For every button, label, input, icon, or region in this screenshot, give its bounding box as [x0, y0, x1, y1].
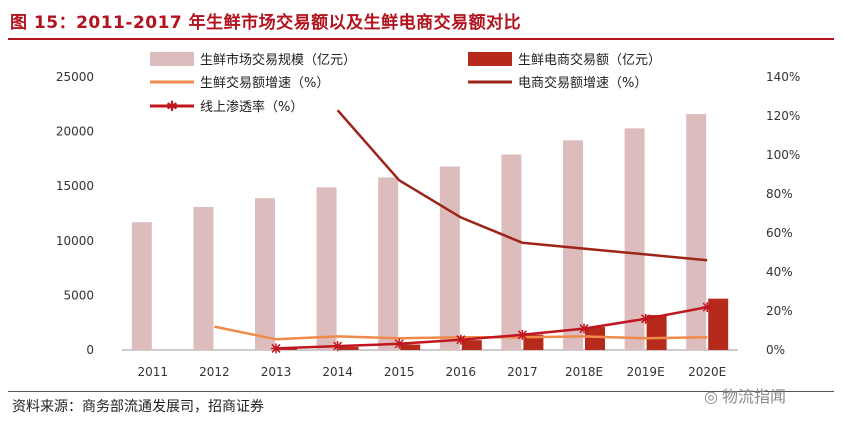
y-right-tick-label: 100%	[766, 148, 800, 162]
x-tick-label: 2018E	[565, 365, 603, 379]
chart-title: 图 15：2011-2017 年生鲜市场交易额以及生鲜电商交易额对比	[10, 13, 522, 33]
bars	[131, 114, 729, 351]
penetration-marker	[271, 343, 281, 354]
chat-bubble-icon: ◎	[704, 387, 718, 406]
legend-swatch-market-size	[150, 52, 194, 66]
legend: 生鲜市场交易规模（亿元） 生鲜电商交易额（亿元） 生鲜交易额增速（%） 电商交易额增速…	[150, 52, 661, 115]
bar-ecommerce-volume	[708, 298, 729, 350]
x-tick-label: 2015	[384, 365, 415, 379]
marker-stroke	[456, 335, 466, 345]
x-tick-label: 2012	[199, 365, 230, 379]
watermark: ◎ 物流指闻	[704, 383, 786, 407]
bar-ecommerce-volume	[277, 348, 297, 350]
penetration-marker	[579, 323, 589, 334]
bar-market-size	[439, 166, 460, 350]
y-right-tick-label: 80%	[766, 187, 793, 201]
y-right-tick-label: 40%	[766, 265, 793, 279]
bar-market-size	[316, 187, 337, 350]
y-left-tick-label: 5000	[63, 288, 94, 302]
penetration-marker	[394, 338, 405, 349]
marker-stroke	[641, 314, 651, 324]
penetration-marker	[702, 302, 713, 313]
legend-label-online-penetration: 线上渗透率（%）	[200, 99, 303, 115]
penetration-marker	[640, 313, 651, 324]
bar-ecommerce-volume	[400, 344, 421, 350]
bar-market-size	[131, 222, 152, 350]
bar-ecommerce-volume	[461, 340, 482, 350]
legend-star-icon: ✱	[166, 99, 178, 115]
legend-swatch-ecommerce-volume	[468, 52, 512, 66]
marker-stroke	[333, 341, 343, 351]
bar-market-size	[501, 154, 522, 350]
y-left-tick-label: 0	[86, 343, 94, 357]
x-tick-label: 2017	[507, 365, 538, 379]
y-right-tick-label: 0%	[766, 343, 785, 357]
watermark-text: 物流指闻	[721, 387, 786, 406]
legend-label-market-size: 生鲜市场交易规模（亿元）	[200, 52, 356, 68]
penetration-marker	[455, 334, 466, 345]
x-tick-label: 2013	[261, 365, 292, 379]
marker-stroke	[271, 343, 281, 353]
bar-ecommerce-volume	[585, 327, 605, 350]
y-left-tick-label: 25000	[56, 70, 94, 84]
bar-market-size	[563, 140, 583, 350]
bar-ecommerce-volume	[523, 334, 544, 350]
y-left-tick-label: 15000	[56, 179, 94, 193]
bar-ecommerce-volume	[646, 315, 667, 350]
lines	[214, 109, 713, 354]
legend-label-market-growth: 生鲜交易额增速（%）	[200, 75, 329, 91]
y-right-tick-label: 120%	[766, 109, 800, 123]
axes: 0 5000 10000 15000 20000 25000 0% 20% 40% 60% 80% 1…	[56, 70, 801, 379]
x-tick-label: 2019E	[627, 365, 665, 379]
line-ecommerce-growth	[336, 109, 708, 262]
bar-market-size	[686, 114, 707, 351]
y-right-tick-label: 60%	[766, 226, 793, 240]
line-online-penetration	[275, 305, 708, 350]
x-tick-label: 2011	[138, 365, 169, 379]
bar-ecommerce-volume	[338, 346, 359, 350]
marker-stroke	[579, 324, 589, 334]
x-tick-label: 2016	[446, 365, 477, 379]
bar-market-size	[255, 198, 275, 350]
y-right-tick-label: 140%	[766, 70, 800, 84]
source-note: 资料来源：商务部流通发展司，招商证券	[12, 399, 264, 415]
y-left-tick-label: 10000	[56, 234, 94, 248]
bar-market-size	[624, 128, 645, 350]
penetration-marker	[517, 329, 528, 340]
bar-market-size	[193, 206, 214, 350]
x-tick-label: 2014	[322, 365, 353, 379]
legend-label-ecommerce-growth: 电商交易额增速（%）	[518, 75, 647, 91]
legend-label-ecommerce-volume: 生鲜电商交易额（亿元）	[518, 52, 661, 68]
marker-stroke	[394, 339, 404, 349]
y-left-tick-label: 20000	[56, 125, 94, 139]
marker-stroke	[517, 330, 527, 340]
marker-stroke	[702, 302, 712, 312]
penetration-marker	[332, 341, 343, 352]
bar-market-size	[378, 177, 399, 350]
title-rule	[8, 38, 834, 40]
x-tick-label: 2020E	[688, 365, 726, 379]
y-right-tick-label: 20%	[766, 304, 793, 318]
bottom-rule	[8, 391, 834, 392]
